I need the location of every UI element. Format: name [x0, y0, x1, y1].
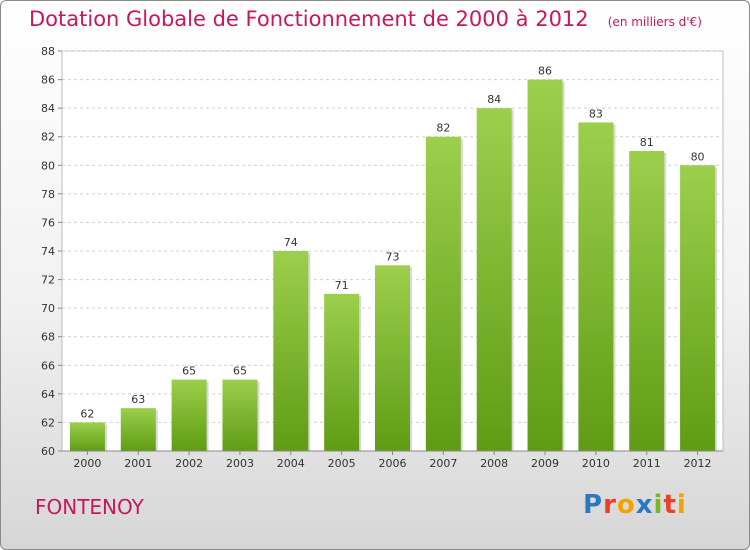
- y-tick-label: 66: [41, 359, 55, 372]
- y-tick-label: 80: [41, 159, 55, 172]
- y-tick-label: 62: [41, 416, 55, 429]
- y-tick-label: 88: [41, 45, 55, 58]
- x-tick-label: 2010: [582, 457, 610, 470]
- y-tick-label: 82: [41, 131, 55, 144]
- y-tick-label: 76: [41, 216, 55, 229]
- bar: [629, 151, 665, 451]
- data-label: 83: [589, 107, 603, 120]
- commune-name: FONTENOY: [35, 495, 144, 519]
- data-label: 86: [538, 65, 552, 78]
- chart-title: Dotation Globale de Fonctionnement de 20…: [29, 7, 589, 31]
- x-tick-label: 2003: [226, 457, 254, 470]
- logo-letter: i: [676, 490, 687, 520]
- data-label: 63: [131, 393, 145, 406]
- bar: [680, 165, 716, 452]
- data-label: 73: [386, 250, 400, 263]
- bar: [375, 265, 410, 451]
- bar: [476, 108, 512, 452]
- logo-letter: o: [616, 490, 636, 520]
- chart-subtitle: (en milliers d'€): [607, 15, 702, 29]
- title-row: Dotation Globale de Fonctionnement de 20…: [29, 7, 702, 31]
- logo-letter: i: [653, 490, 664, 520]
- bar: [527, 79, 563, 452]
- y-tick-label: 70: [41, 302, 55, 315]
- y-tick-label: 86: [41, 74, 55, 87]
- bar: [324, 293, 360, 451]
- proxiti-logo: Proxiti: [583, 490, 687, 520]
- data-label: 84: [487, 93, 501, 106]
- y-tick-label: 60: [41, 445, 55, 458]
- data-label: 82: [436, 122, 450, 135]
- x-tick-label: 2002: [175, 457, 203, 470]
- logo-letter: P: [583, 490, 604, 520]
- logo-letter: t: [663, 490, 677, 520]
- x-tick-label: 2000: [73, 457, 101, 470]
- bar: [69, 422, 105, 451]
- y-tick-label: 68: [41, 331, 55, 344]
- data-label: 62: [80, 407, 94, 420]
- x-tick-label: 2011: [633, 457, 661, 470]
- x-tick-label: 2012: [684, 457, 712, 470]
- bar: [222, 379, 258, 451]
- logo-letter: x: [635, 490, 654, 520]
- bar: [425, 136, 461, 451]
- x-tick-label: 2004: [277, 457, 305, 470]
- bar: [578, 122, 614, 451]
- bar: [171, 379, 207, 451]
- y-tick-label: 64: [41, 388, 55, 401]
- bar: [273, 251, 309, 451]
- y-tick-label: 78: [41, 188, 55, 201]
- x-tick-label: 2006: [379, 457, 407, 470]
- data-label: 81: [640, 136, 654, 149]
- data-label: 65: [233, 365, 247, 378]
- x-tick-label: 2009: [531, 457, 559, 470]
- x-tick-label: 2005: [328, 457, 356, 470]
- x-tick-label: 2001: [124, 457, 152, 470]
- bar: [120, 408, 156, 451]
- data-label: 74: [284, 236, 298, 249]
- x-tick-label: 2007: [429, 457, 457, 470]
- data-label: 65: [182, 365, 196, 378]
- logo-letter: r: [603, 490, 617, 520]
- data-label: 71: [335, 279, 349, 292]
- y-tick-label: 84: [41, 102, 55, 115]
- y-tick-label: 72: [41, 274, 55, 287]
- data-label: 80: [691, 150, 705, 163]
- x-tick-label: 2008: [480, 457, 508, 470]
- y-tick-label: 74: [41, 245, 55, 258]
